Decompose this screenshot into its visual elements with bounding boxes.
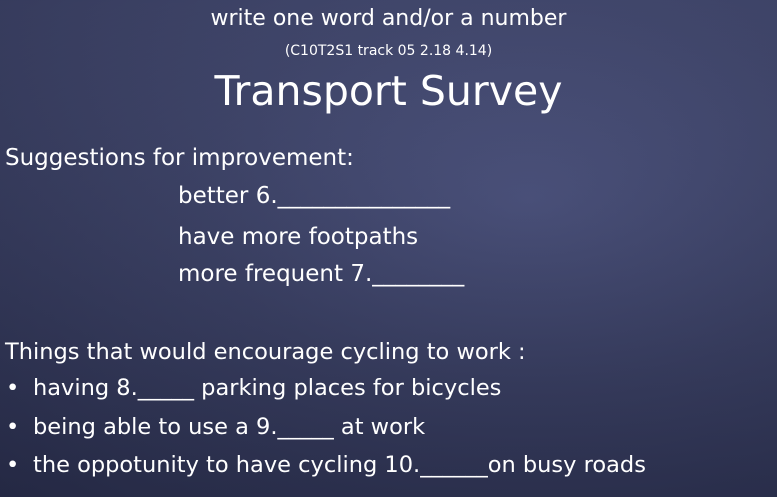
answer-blank-7: ________ [372,261,465,287]
slide-title: Transport Survey [214,67,563,115]
cycling-heading: Things that would encourage cycling to w… [5,339,526,365]
item-text-after: parking places for bicycles [194,375,502,401]
track-reference: (C10T2S1 track 05 2.18 4.14) [284,43,493,59]
suggestion-item-6: better 6._______________ [178,185,450,208]
answer-blank-9: _____ [277,414,334,440]
item-text-before: being able to use a 9. [33,414,278,440]
item-text-before: the oppotunity to have cycling 10. [33,452,421,478]
cycling-item-10: • the oppotunity to have cycling 10._____… [6,454,646,477]
cycling-item-8: • having 8._____ parking places for bicyc… [6,377,501,400]
suggestion-text: more frequent 7. [178,261,373,287]
item-text-after: at work [333,414,426,440]
bullet-icon: • [6,452,20,478]
instruction-text: write one word and/or a number [210,6,567,31]
item-text-before: having 8. [33,375,138,401]
bullet-icon: • [6,414,20,440]
suggestion-text: have more footpaths [178,224,419,250]
suggestion-item-7: more frequent 7.________ [178,263,464,286]
suggestion-text: better 6. [178,183,278,209]
suggestion-item-footpaths: have more footpaths [178,226,418,249]
answer-blank-10: ______ [420,452,488,478]
suggestions-heading: Suggestions for improvement: [5,145,354,171]
item-text-after: on busy roads [487,452,646,478]
answer-blank-8: _____ [137,375,195,401]
bullet-icon: • [6,375,20,401]
answer-blank-6: _______________ [277,183,451,209]
cycling-item-9: • being able to use a 9._____ at work [6,416,425,439]
